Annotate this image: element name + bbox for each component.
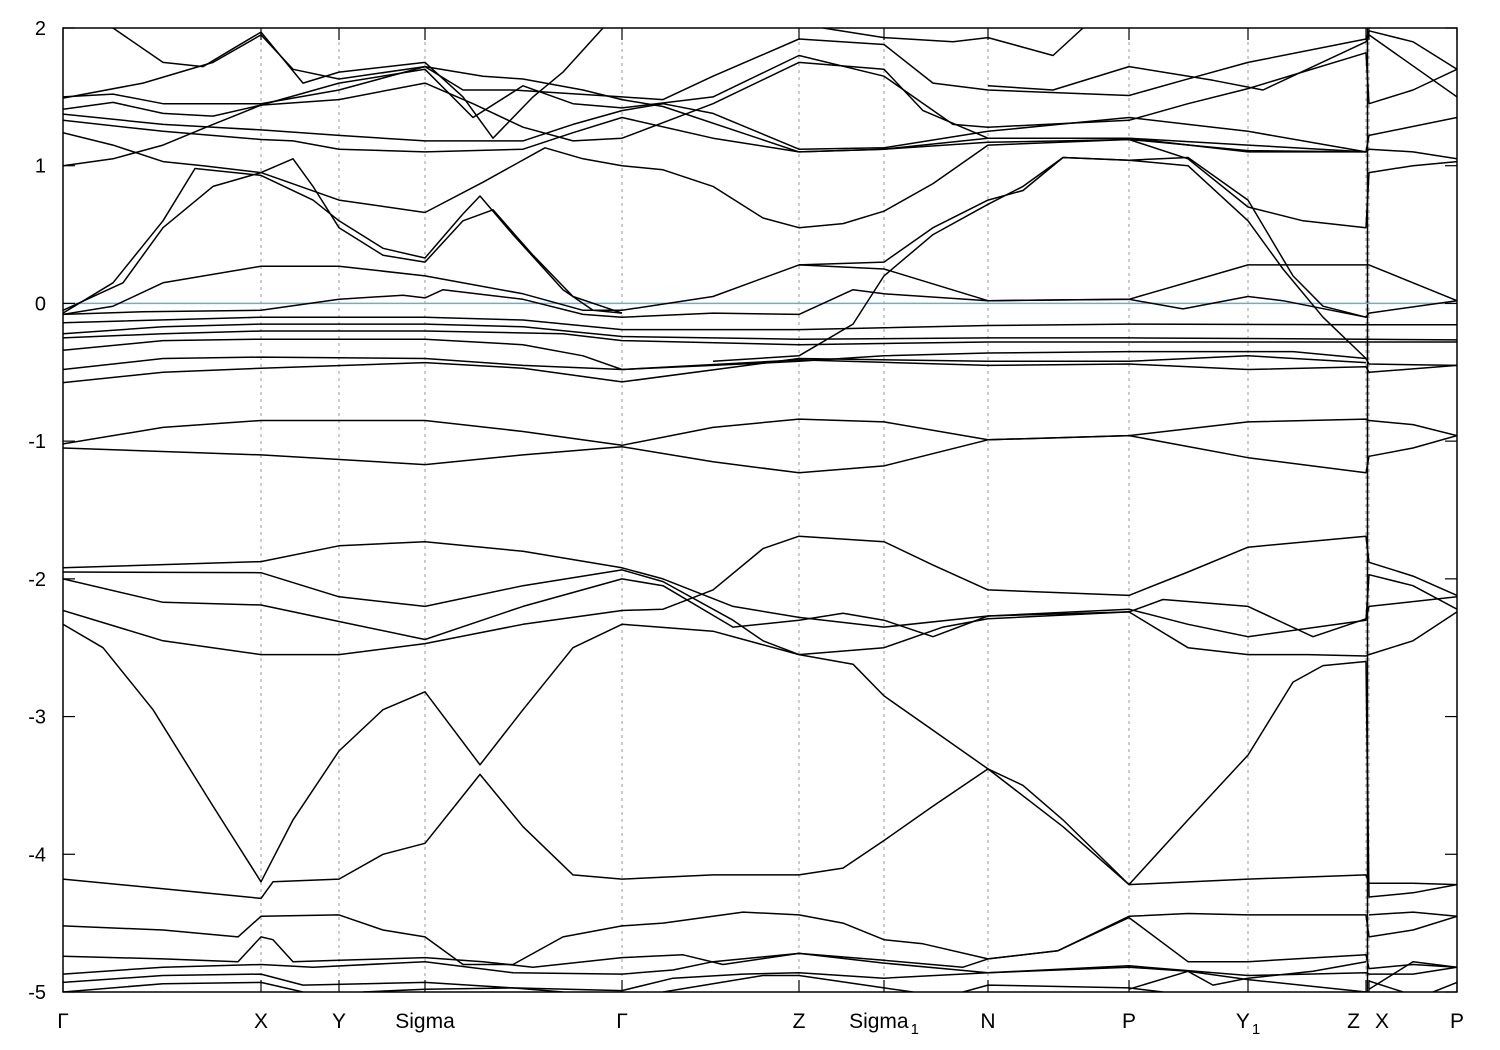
band-line [63,158,623,314]
band-line [63,167,623,314]
k-point-label: X [1375,1010,1389,1033]
k-point-label: P [1122,1010,1136,1033]
band-line [987,34,1457,98]
y-tick-label: 0 [35,293,46,315]
band-line [1368,980,1404,992]
y-tick-label: 2 [35,18,46,40]
band-line [798,156,1367,360]
k-point-subscript: 1 [1252,1021,1260,1038]
band-line [63,540,1457,638]
k-point-label: N [980,1010,995,1033]
band-line [662,974,914,992]
band-line [63,52,1457,128]
band-line [63,623,1457,898]
band-line [63,30,1457,105]
k-point-label: Sigma 1 [849,1010,919,1038]
band-line [63,330,1457,346]
band-line [63,131,1457,229]
plot-frame [62,27,1458,993]
y-tick-label: -5 [28,982,46,1004]
band-line [63,966,1367,992]
k-point-label: Z [1347,1010,1360,1033]
band-line [1432,981,1457,992]
bands [63,28,1457,992]
band-line [63,569,1457,657]
k-point-subscript: 1 [911,1021,919,1038]
band-line [822,28,1084,57]
k-point-label: Z [793,1010,806,1033]
band-line [63,911,1457,966]
band-line [63,34,1367,153]
band-line [962,984,1164,992]
k-point-label: Sigma [395,1010,455,1033]
k-point-labels: Γ X Y Sigma Γ Z Sigma 1 N P Y 1 Z X P [57,1010,1464,1038]
y-tick-label: -2 [28,569,46,591]
y-tick-label: -1 [28,431,46,453]
band-line [63,323,1457,341]
band-line [63,981,304,992]
band-line [63,418,1457,447]
band-line [63,288,1457,318]
k-point-label: Γ [57,1010,69,1033]
band-line [63,573,1457,641]
band-line [63,952,1457,977]
band-line [63,916,1457,970]
k-point-label: P [1450,1010,1464,1033]
band-line [362,987,564,992]
k-point-label: Y [332,1010,346,1033]
k-point-label: Γ [616,1010,628,1033]
band-line [63,434,1457,474]
band-line [63,316,1457,331]
y-tick-label: -3 [28,707,46,729]
band-line [1368,960,1457,990]
y-tick-label: -4 [28,844,46,866]
band-line [63,535,1457,656]
band-line [1368,911,1457,918]
band-line [63,768,1457,900]
band-line [112,28,604,139]
band-line [63,264,1457,316]
band-line [1128,960,1367,990]
axis-ticks [62,27,1458,993]
band-line [63,355,1367,384]
k-point-label: X [254,1010,268,1033]
band-line [63,102,1457,153]
band-line [63,356,1457,374]
y-tick-labels: -5 -4 -3 -2 -1 0 1 2 [28,18,46,1004]
band-line [63,338,1457,371]
grid-lines [260,28,1370,992]
y-tick-label: 1 [35,156,46,178]
band-line [712,156,1367,363]
